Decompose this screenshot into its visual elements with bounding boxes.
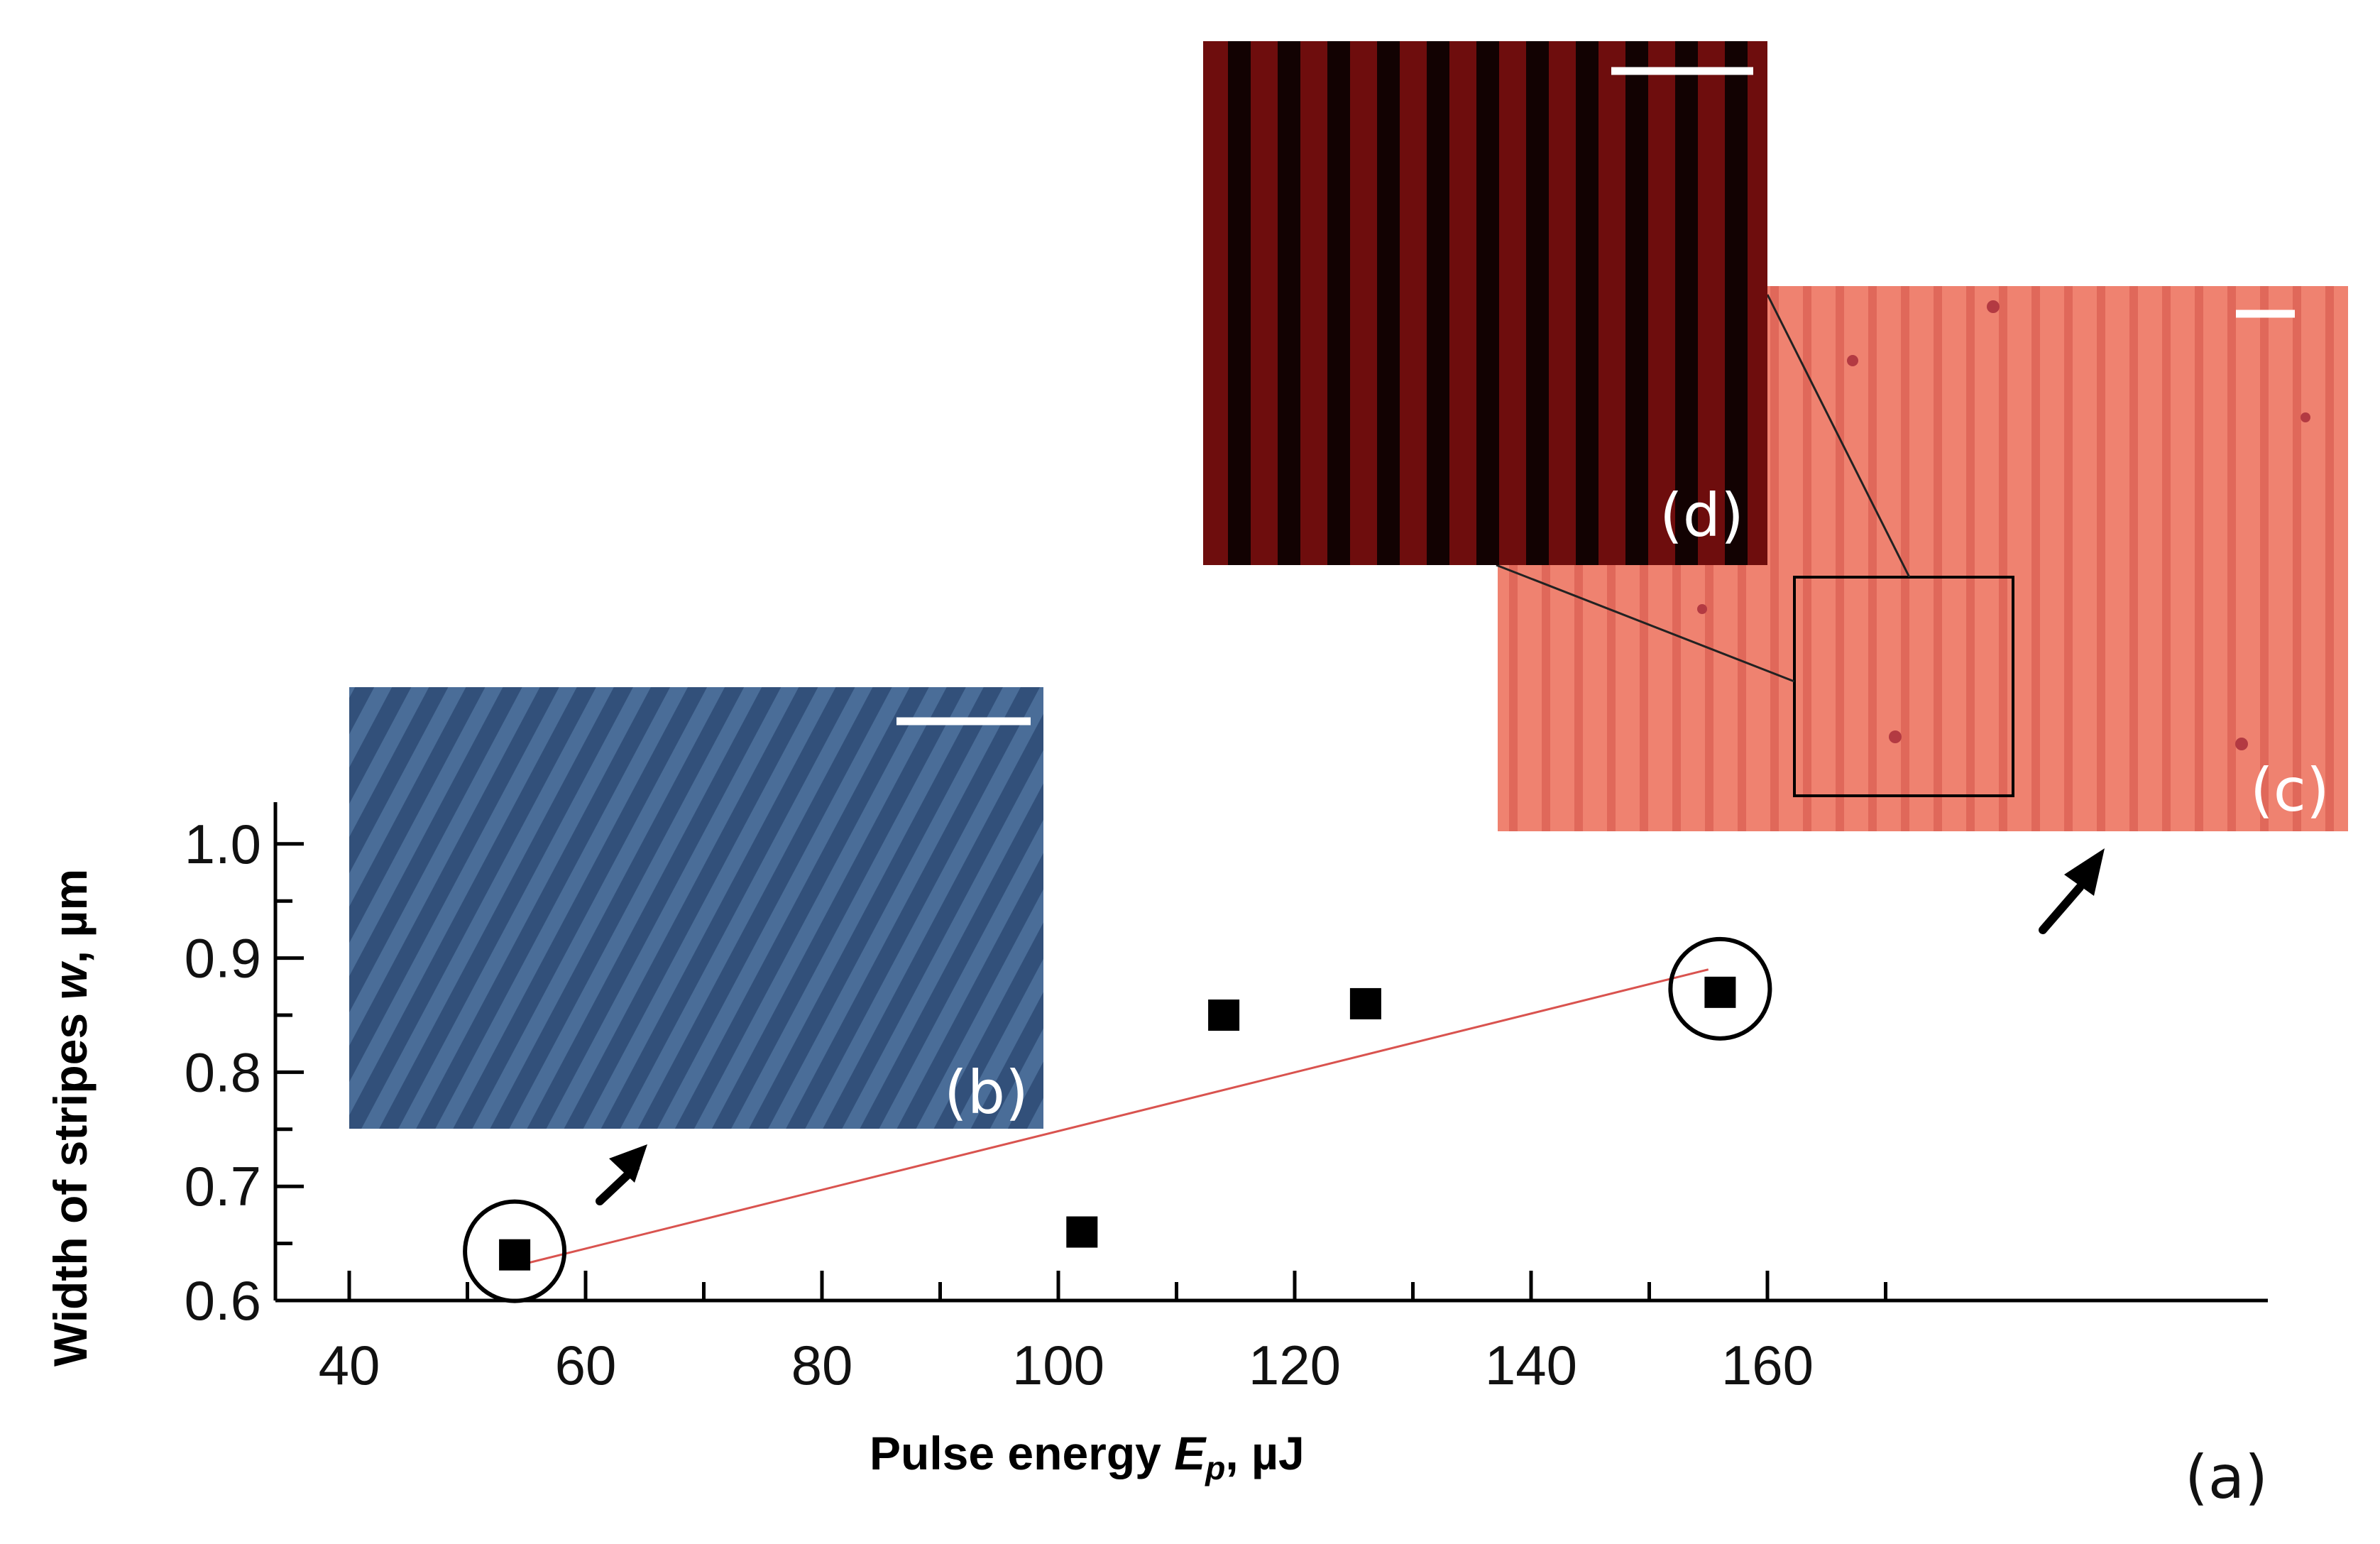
inset-c-defect (2235, 738, 2248, 750)
inset-c-defect (1847, 355, 1858, 366)
y-tick-label: 0.9 (185, 927, 261, 990)
inset-d-label: (d) (1660, 481, 1744, 550)
x-tick-label: 140 (1485, 1334, 1577, 1396)
inset-c-defect (1889, 730, 1902, 743)
fit-line (514, 968, 1709, 1268)
data-points (499, 976, 1736, 1271)
data-point (1349, 987, 1381, 1019)
arrow-to-c (2039, 883, 2084, 934)
x-tick-label: 60 (555, 1334, 617, 1396)
arrow-to-c-head (2064, 848, 2105, 896)
inset-c-label: (c) (2250, 755, 2330, 825)
inset-b-image (349, 687, 1043, 1129)
inset-b-label: (b) (944, 1058, 1029, 1127)
x-tick-label: 160 (1721, 1334, 1814, 1396)
x-tick-label: 100 (1012, 1334, 1104, 1396)
x-tick-label: 120 (1249, 1334, 1341, 1396)
highlight-circle (1668, 936, 1772, 1041)
inset-c-defect (1987, 300, 2000, 313)
inset-d-image (1203, 41, 1767, 565)
inset-d: (d) (1203, 41, 1767, 565)
x-tick-label: 80 (791, 1334, 853, 1396)
y-tick-label: 0.7 (185, 1155, 261, 1217)
zoom-connector (1496, 564, 1795, 683)
inset-c-defect (1697, 604, 1707, 614)
y-axis-title: Width of stripes w, µm (44, 869, 97, 1367)
y-tick-label: 1.0 (185, 813, 261, 875)
zoom-box (1793, 576, 2014, 797)
data-point (499, 1239, 531, 1271)
y-tick-label: 0.8 (185, 1041, 261, 1103)
inset-c-defect (2301, 412, 2310, 422)
y-tick-label: 0.6 (185, 1269, 261, 1332)
data-point (1208, 1000, 1240, 1031)
zoom-connector (1766, 294, 1911, 578)
panel-label-a: (a) (2185, 1442, 2268, 1512)
highlight-circle (463, 1199, 567, 1303)
x-ticks: 40 60 80 100 120 140 160 (319, 1271, 1887, 1396)
data-point (1066, 1216, 1098, 1248)
arrow-to-b-head (609, 1144, 647, 1183)
inset-b: (b) (349, 687, 1043, 1129)
x-tick-label: 40 (319, 1334, 380, 1396)
highlight-circles (463, 936, 1772, 1303)
y-ticks: 0.6 0.7 0.8 0.9 1.0 (185, 813, 304, 1332)
axes: 40 60 80 100 120 140 160 0.6 0.7 0.8 0.9 1.0 (185, 802, 2268, 1396)
x-axis-title: Pulse energy Ep, µJ (870, 1427, 1305, 1486)
data-point (1704, 976, 1736, 1008)
